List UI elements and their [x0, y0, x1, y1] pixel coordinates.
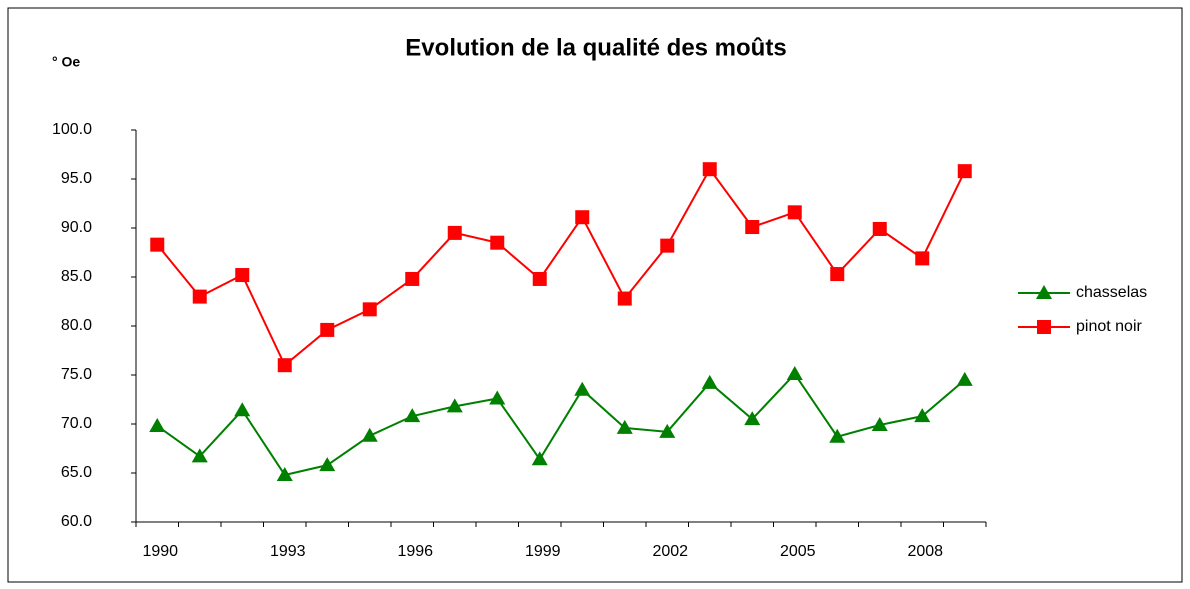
marker — [659, 423, 676, 438]
y-tick-label: 65.0 — [61, 464, 92, 481]
y-tick-label: 90.0 — [61, 219, 92, 236]
marker — [787, 205, 802, 220]
marker — [191, 448, 208, 463]
y-tick-label: 80.0 — [61, 317, 92, 334]
x-tick-label: 1996 — [397, 543, 433, 560]
marker — [914, 408, 931, 423]
marker — [1036, 285, 1052, 299]
marker — [361, 427, 378, 442]
marker — [660, 238, 675, 253]
marker — [446, 398, 463, 413]
marker — [1037, 320, 1051, 334]
y-tick-label: 100.0 — [52, 121, 92, 138]
marker — [915, 251, 930, 266]
marker — [149, 417, 166, 432]
marker — [871, 416, 888, 431]
chart-frame — [7, 7, 1183, 583]
y-tick-label: 60.0 — [61, 513, 92, 530]
marker — [234, 402, 251, 417]
y-tick-label: 75.0 — [61, 366, 92, 383]
x-tick-label: 2002 — [652, 543, 688, 560]
series-line — [156, 167, 966, 367]
marker — [405, 271, 420, 286]
x-tick-label: 1990 — [142, 543, 178, 560]
marker — [956, 371, 973, 386]
marker — [276, 466, 293, 481]
x-tick-label: 2008 — [907, 543, 943, 560]
marker — [829, 428, 846, 443]
y-tick-label: 95.0 — [61, 170, 92, 187]
marker — [489, 390, 506, 405]
marker — [404, 408, 421, 423]
marker — [192, 289, 207, 304]
marker — [744, 411, 761, 426]
marker — [786, 366, 803, 381]
legend-label: chasselas — [1076, 284, 1147, 301]
marker — [447, 225, 462, 240]
marker — [872, 221, 887, 236]
marker — [745, 220, 760, 235]
marker — [235, 268, 250, 283]
x-tick-label: 2005 — [780, 543, 816, 560]
marker — [701, 374, 718, 389]
series-line — [156, 372, 966, 477]
marker — [617, 291, 632, 306]
chart-title: Evolution de la qualité des moûts — [405, 34, 786, 61]
y-tick-label: 70.0 — [61, 415, 92, 432]
marker — [702, 162, 717, 177]
y-axis-label: ° Oe — [52, 54, 80, 70]
marker — [362, 302, 377, 317]
marker — [575, 210, 590, 225]
marker — [531, 451, 548, 466]
legend-label: pinot noir — [1076, 318, 1142, 335]
marker — [277, 358, 292, 373]
marker — [532, 271, 547, 286]
x-tick-label: 1999 — [525, 543, 561, 560]
marker — [616, 419, 633, 434]
marker — [574, 381, 591, 396]
marker — [957, 164, 972, 179]
marker — [319, 457, 336, 472]
y-tick-label: 85.0 — [61, 268, 92, 285]
marker — [150, 237, 165, 252]
marker — [320, 322, 335, 337]
marker — [830, 267, 845, 282]
x-tick-label: 1993 — [270, 543, 306, 560]
marker — [490, 235, 505, 250]
